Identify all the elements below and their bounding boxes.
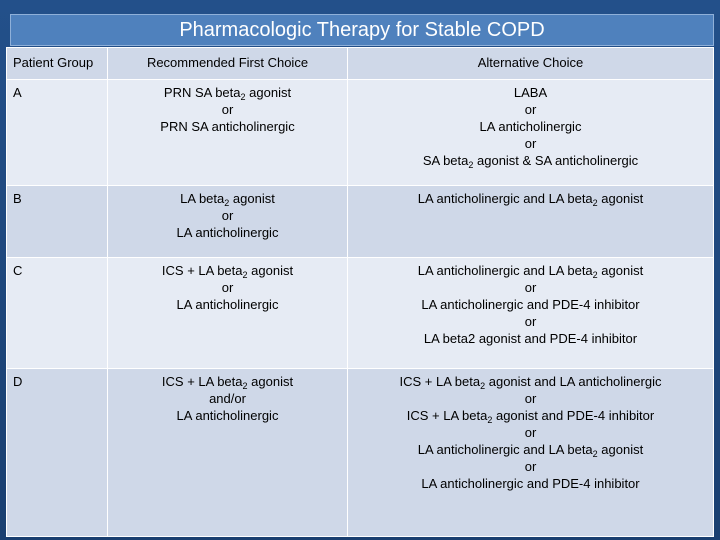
alternative-choice-cell: LA anticholinergic and LA beta2 agonist o… xyxy=(347,257,714,369)
cell-line: ICS + LA beta2 agonist and LA anticholin… xyxy=(399,374,662,391)
table-row: C ICS + LA beta2 agonist or LA anticholine… xyxy=(6,257,714,369)
cell-line: or xyxy=(524,102,537,117)
therapy-table: Patient Group Recommended First Choice A… xyxy=(6,47,714,537)
table-row: A PRN SA beta2 agonist or PRN SA anticholi… xyxy=(6,79,714,186)
cell-line: or xyxy=(524,459,537,474)
first-choice-cell: PRN SA beta2 agonist or PRN SA anticholine… xyxy=(107,79,348,186)
header-alternative-choice: Alternative Choice xyxy=(347,47,714,80)
header-patient-group: Patient Group xyxy=(6,47,108,80)
cell-line: LA anticholinergic xyxy=(176,225,279,240)
cell-line: LA anticholinergic and LA beta2 agonist xyxy=(417,442,644,459)
cell-line: or xyxy=(524,314,537,329)
cell-line: or xyxy=(524,280,537,295)
cell-line: LABA xyxy=(513,85,548,100)
first-choice-cell: ICS + LA beta2 agonist and/or LA anticholi… xyxy=(107,368,348,537)
cell-line: SA beta2 agonist & SA anticholinergic xyxy=(422,153,639,170)
table-row: B LA beta2 agonist or LA anticholinergic L… xyxy=(6,185,714,258)
cell-line: or xyxy=(524,425,537,440)
patient-group-cell: B xyxy=(6,185,108,258)
cell-line: PRN SA beta2 agonist xyxy=(163,85,292,102)
cell-line: or xyxy=(524,136,537,151)
cell-line: LA beta2 agonist and PDE-4 inhibitor xyxy=(423,331,638,346)
cell-line: LA anticholinergic xyxy=(479,119,582,134)
cell-line: LA anticholinergic and LA beta2 agonist xyxy=(417,191,644,208)
first-choice-cell: LA beta2 agonist or LA anticholinergic xyxy=(107,185,348,258)
cell-line: or xyxy=(221,102,234,117)
header-first-choice: Recommended First Choice xyxy=(107,47,348,80)
cell-line: ICS + LA beta2 agonist xyxy=(161,263,294,280)
cell-line: LA anticholinergic and PDE-4 inhibitor xyxy=(421,476,640,491)
alternative-choice-cell: ICS + LA beta2 agonist and LA anticholin… xyxy=(347,368,714,537)
cell-line: or xyxy=(221,280,234,295)
patient-group-cell: A xyxy=(6,79,108,186)
cell-line: or xyxy=(524,391,537,406)
cell-line: and/or xyxy=(209,391,246,406)
table-header-row: Patient Group Recommended First Choice A… xyxy=(6,47,714,80)
patient-group-cell: C xyxy=(6,257,108,369)
cell-line: ICS + LA beta2 agonist and PDE-4 inhibit… xyxy=(406,408,655,425)
cell-line: LA anticholinergic xyxy=(176,297,279,312)
cell-line: LA anticholinergic and PDE-4 inhibitor xyxy=(421,297,640,312)
alternative-choice-cell: LABA or LA anticholinergic or SA beta2 agoni… xyxy=(347,79,714,186)
cell-line: or xyxy=(221,208,234,223)
cell-line: LA anticholinergic xyxy=(176,408,279,423)
patient-group-cell: D xyxy=(6,368,108,537)
first-choice-cell: ICS + LA beta2 agonist or LA anticholinerg… xyxy=(107,257,348,369)
alternative-choice-cell: LA anticholinergic and LA beta2 agonist xyxy=(347,185,714,258)
slide-title: Pharmacologic Therapy for Stable COPD xyxy=(10,14,714,46)
table-row: D ICS + LA beta2 agonist and/or LA anticho… xyxy=(6,368,714,537)
cell-line: LA anticholinergic and LA beta2 agonist xyxy=(417,263,644,280)
cell-line: ICS + LA beta2 agonist xyxy=(161,374,294,391)
cell-line: PRN SA anticholinergic xyxy=(160,119,295,134)
cell-line: LA beta2 agonist xyxy=(180,191,275,208)
